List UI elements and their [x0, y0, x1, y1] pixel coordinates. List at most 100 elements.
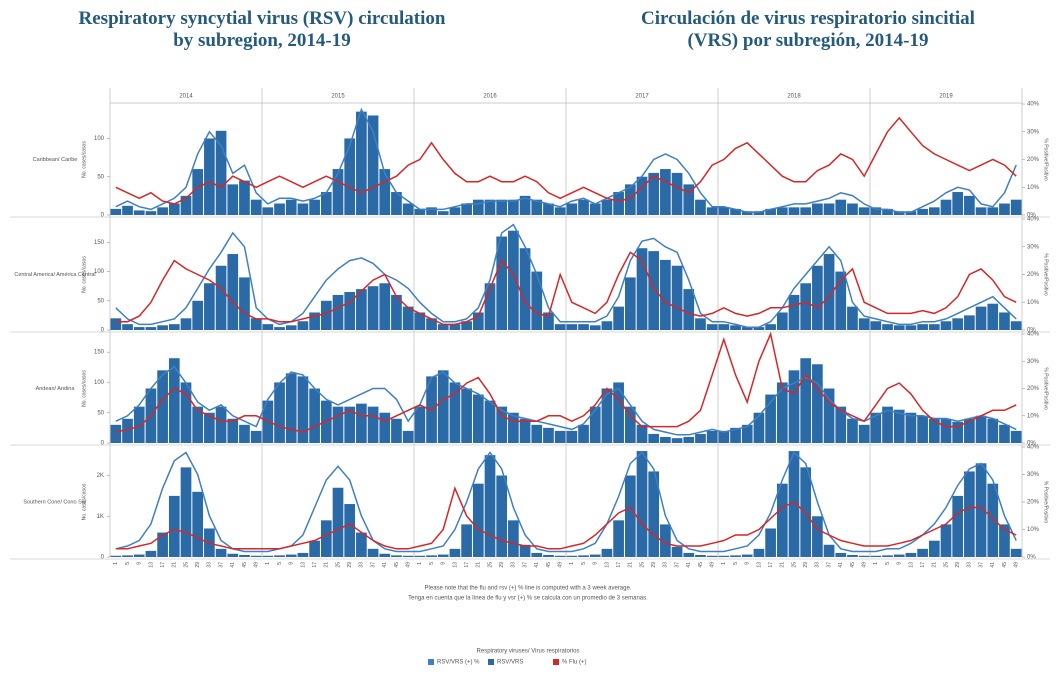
legend-title: Respiratory viruses/ Virus respiratorios	[477, 649, 580, 655]
bar	[823, 544, 835, 557]
bar	[543, 203, 554, 215]
legend-label: RSV/VRS	[497, 660, 523, 666]
bar	[718, 324, 730, 330]
bar	[250, 318, 262, 330]
bar	[613, 520, 624, 557]
bar	[168, 203, 180, 215]
week-label: 37	[826, 562, 832, 568]
bar	[367, 548, 379, 557]
week-label: 37	[218, 562, 224, 568]
bar	[402, 203, 414, 215]
bar	[999, 424, 1010, 443]
week-label: 9	[593, 562, 599, 565]
bar	[987, 418, 999, 443]
line	[115, 451, 1017, 553]
bar	[122, 555, 133, 557]
bar	[356, 111, 367, 215]
line	[115, 331, 1017, 433]
bar	[531, 271, 543, 330]
y2-tick-label: 40%	[1027, 217, 1040, 223]
bar	[718, 430, 730, 443]
week-label: 29	[955, 562, 961, 568]
y2-tick-label: 30%	[1027, 244, 1040, 250]
bar	[461, 321, 472, 330]
bar	[999, 524, 1010, 557]
bar	[543, 312, 554, 330]
bar	[589, 203, 601, 215]
bar	[730, 325, 741, 330]
bar	[940, 524, 952, 557]
bar	[414, 208, 426, 215]
bar	[893, 325, 905, 330]
bar	[741, 211, 753, 215]
bar	[227, 418, 239, 443]
week-label: 41	[230, 562, 236, 568]
bar	[168, 324, 180, 330]
bar	[309, 312, 320, 330]
week-label: 29	[195, 562, 201, 568]
week-label: 25	[943, 562, 949, 568]
bar	[928, 207, 940, 215]
bar	[204, 412, 215, 443]
bar	[987, 483, 999, 557]
bar	[157, 532, 168, 557]
bar	[461, 524, 472, 557]
bar	[379, 169, 391, 215]
bar	[695, 199, 706, 215]
bar	[800, 358, 812, 443]
bar	[180, 318, 192, 330]
bar	[332, 294, 344, 330]
bar	[285, 373, 297, 443]
bar	[1010, 321, 1022, 330]
week-label: 41	[686, 562, 692, 568]
week-label: 49	[861, 562, 867, 568]
year-label: 2019	[939, 94, 953, 100]
bar	[227, 553, 239, 557]
y2-axis-title: % Positive/Positivo	[1043, 481, 1049, 523]
bar	[706, 324, 718, 330]
bar	[893, 409, 905, 443]
bar	[730, 427, 741, 443]
legend-label: RSV/VRS (+) %	[437, 660, 480, 666]
bar	[858, 555, 870, 557]
bar	[905, 325, 917, 330]
bar	[508, 199, 519, 215]
bar	[706, 207, 718, 215]
week-label: 17	[464, 562, 470, 568]
bar	[320, 300, 332, 330]
bar	[928, 324, 940, 330]
y-tick-label: 100	[94, 380, 105, 386]
bar	[975, 463, 987, 557]
bar	[905, 211, 917, 215]
bar	[835, 406, 847, 443]
legend-swatch	[428, 659, 434, 665]
bar	[975, 415, 987, 443]
y2-tick-label: 0%	[1027, 328, 1036, 334]
bar	[964, 315, 975, 330]
bar	[847, 418, 858, 443]
bar	[496, 475, 508, 557]
bar	[285, 325, 297, 330]
bar	[262, 555, 274, 557]
bar	[472, 483, 484, 557]
bar	[391, 294, 402, 330]
y2-tick-label: 10%	[1027, 413, 1040, 419]
bar	[975, 207, 987, 215]
bar	[882, 208, 893, 215]
bar	[660, 169, 671, 215]
week-label: 25	[183, 562, 189, 568]
bar	[671, 546, 683, 557]
bar	[893, 211, 905, 215]
bar	[601, 199, 613, 215]
bar	[940, 418, 952, 443]
bar	[812, 516, 823, 557]
bar	[122, 418, 133, 443]
bar	[379, 412, 391, 443]
week-label: 45	[850, 562, 856, 568]
bar	[964, 195, 975, 215]
bar	[554, 207, 566, 215]
y-axis-title: No. cases/casos	[81, 141, 87, 178]
bar	[145, 327, 157, 330]
bar	[776, 312, 788, 330]
y-tick-label: 50	[97, 174, 104, 180]
